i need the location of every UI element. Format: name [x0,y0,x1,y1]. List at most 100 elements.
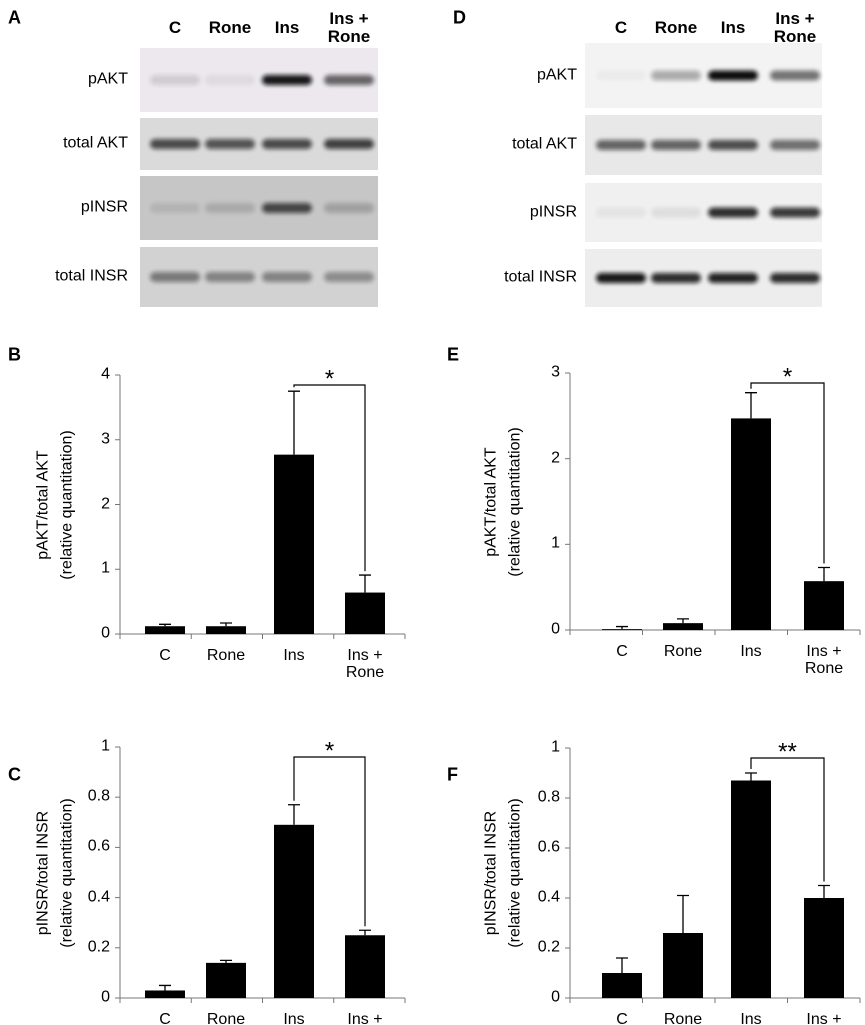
blot-band [708,207,758,218]
bar [274,824,314,998]
blot-row-label: pAKT [87,70,128,88]
error-bar [288,804,300,825]
blot-band [770,140,820,150]
y-tick-label: 1 [101,737,110,755]
lane-label: Rone [654,18,698,38]
error-bar [159,984,171,991]
error-bar [359,574,371,593]
panel-letter: A [8,7,21,28]
blot-band [651,70,701,81]
blot-band [150,272,200,282]
y-tick-label: 1 [551,738,560,756]
significance-bracket [293,756,366,927]
error-bar [359,929,371,936]
error-bar [818,566,830,582]
blot-band [596,71,646,81]
y-tick-label: 0.6 [537,838,560,856]
bar [206,962,246,998]
x-tick-label: C [616,643,628,660]
blot-row-label: total AKT [63,134,128,152]
bar [274,454,314,634]
panel-letter: B [8,344,21,365]
y-axis-label: (relative quantitation) [58,797,76,948]
panel-letter: E [447,344,460,365]
y-tick-label: 0.8 [537,788,560,806]
bar [602,629,642,630]
lane-label: Rone [208,18,252,38]
blot-band [205,139,255,149]
blot-row-label: total INSR [55,267,128,285]
y-tick-label: 2 [101,495,110,513]
x-tick-label: Ins [283,1011,305,1025]
blot-band [596,273,646,283]
x-tick-label: Rone [663,643,703,660]
blot-band [651,273,701,283]
y-axis-label: pINSR/total INSR [482,810,500,936]
blot-band [596,207,646,218]
error-bar [288,390,300,455]
panel-letter: D [453,7,466,28]
bar [145,990,185,998]
bar [145,626,185,634]
blot-band [596,140,646,150]
y-tick-label: 3 [101,430,110,448]
error-bar [616,625,628,630]
blot-band [324,272,374,282]
blot-band [150,203,200,213]
y-tick-label: 0 [551,620,560,638]
bar [663,623,703,630]
blot-band [770,70,820,81]
panel-letter: F [447,764,458,785]
blot-band [205,75,255,85]
bar [602,973,642,998]
lane-label: C [168,18,182,38]
error-bar [616,957,628,973]
blot-band [262,139,312,149]
blot-row-label: pINSR [80,198,128,216]
blot-band [324,203,374,213]
error-bar [818,884,830,898]
significance-bracket [293,384,366,572]
x-tick-label: Ins [740,1011,762,1025]
x-tick-label: Ins + Rone [804,643,844,677]
error-bar [745,772,757,781]
x-tick-label: Ins + Rone [806,1011,842,1025]
error-bar [220,959,232,963]
y-tick-label: 2 [551,449,560,467]
significance-bracket [750,382,825,564]
lane-label: Ins [274,18,300,38]
y-tick-label: 0.6 [87,837,110,855]
bar [731,780,771,998]
blot-band [262,203,312,213]
lane-label: C [614,18,628,38]
significance-label: * [782,363,793,391]
blot-row-label: total AKT [512,135,577,153]
bar [731,418,771,630]
bar [206,626,246,634]
y-tick-label: 3 [551,363,560,381]
y-tick-label: 0 [101,988,110,1006]
y-axis-label: (relative quantitation) [506,798,524,948]
blot-band [205,272,255,282]
blot-band [262,75,312,85]
y-tick-label: 0.4 [87,888,110,906]
bar [345,592,385,634]
y-tick-label: 0.2 [87,938,110,956]
x-tick-label: C [159,647,171,664]
x-tick-label: Rone [206,1011,246,1025]
blot-band [150,75,200,85]
x-tick-label: Ins + Rone [347,1011,383,1025]
x-tick-label: Ins + Rone [345,647,385,681]
y-tick-label: 1 [551,534,560,552]
x-tick-label: Rone [663,1011,703,1025]
blot-band [708,140,758,150]
y-tick-label: 0 [551,988,560,1006]
blot-row-label: pINSR [529,203,577,221]
blot-band [708,273,758,283]
bar [804,581,844,630]
bar [663,933,703,998]
y-axis-label: (relative quantitation) [58,429,76,580]
significance-label: ** [778,738,797,766]
